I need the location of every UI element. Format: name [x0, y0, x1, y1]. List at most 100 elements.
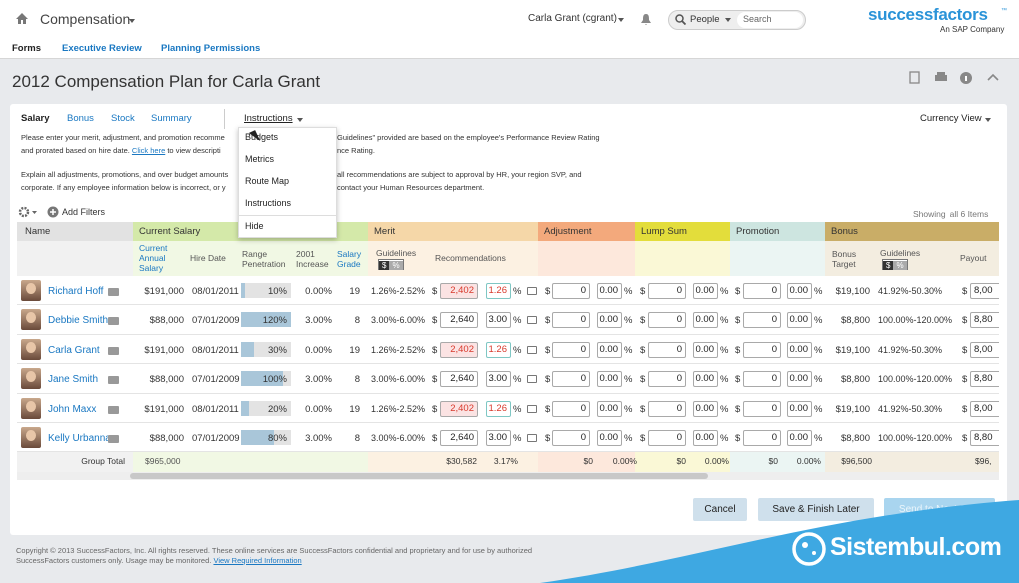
input[interactable]: 8,80	[970, 430, 999, 446]
input[interactable]: 0	[743, 283, 781, 299]
input[interactable]: 0.00	[693, 371, 718, 388]
input[interactable]: 2,640	[440, 430, 478, 446]
input[interactable]: 0.00	[787, 312, 812, 329]
input[interactable]: 0.00	[787, 400, 812, 417]
card-icon[interactable]	[108, 376, 119, 385]
comment-icon[interactable]	[527, 316, 537, 325]
employee-name[interactable]: Richard Hoff	[48, 286, 104, 297]
employee-name[interactable]: Jane Smith	[48, 374, 99, 386]
input[interactable]: 0.00	[693, 430, 718, 446]
page-icons[interactable]	[906, 70, 1001, 86]
search-placeholder[interactable]: Search	[743, 14, 772, 24]
menu-item[interactable]: Hide	[245, 221, 264, 231]
card-icon[interactable]	[108, 288, 119, 296]
input[interactable]: 0	[648, 341, 686, 358]
nav-link[interactable]: Forms	[12, 43, 42, 54]
search-scope[interactable]: People	[690, 14, 720, 25]
tab[interactable]: Bonus	[67, 113, 94, 124]
tab[interactable]: Salary	[21, 113, 50, 124]
input[interactable]: 0	[552, 341, 590, 358]
card-icon[interactable]	[108, 405, 119, 414]
input[interactable]: 2,402	[440, 283, 478, 299]
input[interactable]: 0.00	[787, 371, 812, 388]
input[interactable]: 3.00	[486, 430, 511, 446]
input[interactable]: 0	[648, 430, 686, 446]
input[interactable]: 1.26	[486, 400, 511, 417]
input[interactable]: 0	[648, 400, 686, 417]
button[interactable]: Cancel	[693, 498, 747, 521]
input[interactable]: 0	[552, 400, 590, 417]
currency-view[interactable]: Currency View	[920, 113, 982, 124]
input[interactable]: 0.00	[693, 283, 718, 299]
input[interactable]: 0	[743, 341, 781, 358]
employee-name[interactable]: Debbie Smith	[48, 315, 109, 327]
comment-icon[interactable]	[527, 287, 537, 295]
input[interactable]: 0.00	[787, 341, 812, 358]
input[interactable]: 1.26	[486, 341, 511, 358]
card-icon[interactable]	[108, 317, 119, 326]
input[interactable]: 0.00	[597, 371, 622, 388]
currency-toggle[interactable]: $%	[882, 259, 908, 270]
input[interactable]: 0	[552, 283, 590, 299]
input[interactable]: 3.00	[486, 371, 511, 388]
input[interactable]: 0	[743, 371, 781, 388]
input[interactable]: 0.00	[787, 283, 812, 299]
home-icon[interactable]	[16, 13, 28, 24]
input[interactable]: 8,00	[970, 283, 999, 299]
input[interactable]: 0	[743, 430, 781, 446]
comment-icon[interactable]	[527, 434, 537, 442]
card-icon[interactable]	[108, 435, 119, 443]
input[interactable]: 1.26	[486, 283, 511, 299]
button[interactable]: Save & Finish Later	[758, 498, 874, 521]
nav-link[interactable]: Planning Permissions	[161, 43, 261, 54]
tab[interactable]: Summary	[151, 113, 192, 124]
currency-toggle[interactable]: $%	[378, 259, 404, 270]
input[interactable]: 0	[552, 312, 590, 329]
input[interactable]: 0.00	[597, 312, 622, 329]
instructions-menu[interactable]: Instructions	[244, 113, 293, 124]
comment-icon[interactable]	[527, 375, 537, 384]
input[interactable]: 2,640	[440, 312, 478, 329]
input[interactable]: 8,80	[970, 371, 999, 388]
menu-item[interactable]: Budgets	[245, 132, 279, 142]
bell-icon[interactable]	[641, 14, 651, 25]
input[interactable]: 0	[648, 371, 686, 388]
comment-icon[interactable]	[527, 404, 537, 413]
input[interactable]: 0.00	[693, 312, 718, 329]
input[interactable]: 8,00	[970, 400, 999, 417]
input[interactable]: 0	[552, 371, 590, 388]
card-icon[interactable]	[108, 346, 119, 355]
input[interactable]: 0	[743, 400, 781, 417]
input[interactable]: 0	[552, 430, 590, 446]
input[interactable]: 0.00	[597, 430, 622, 446]
menu-item[interactable]: Metrics	[245, 154, 274, 164]
input[interactable]: 2,402	[440, 341, 478, 358]
input[interactable]: 2,640	[440, 371, 478, 388]
footer-link[interactable]: View Required Information	[213, 556, 302, 565]
scroll-thumb[interactable]	[130, 473, 708, 479]
menu-item[interactable]: Route Map	[245, 176, 290, 186]
tab[interactable]: Stock	[111, 113, 135, 124]
search-field[interactable]	[737, 12, 803, 28]
input[interactable]: 0.00	[787, 430, 812, 446]
menu-item[interactable]: Instructions	[245, 198, 292, 208]
input[interactable]: 2,402	[440, 400, 478, 417]
add-filter-icon[interactable]	[47, 206, 59, 218]
input[interactable]: 0	[648, 312, 686, 329]
input[interactable]: 8,00	[970, 341, 999, 358]
gear-icon[interactable]	[18, 206, 38, 218]
input[interactable]: 0.00	[693, 341, 718, 358]
comment-icon[interactable]	[527, 345, 537, 354]
input[interactable]: 0.00	[597, 400, 622, 417]
input[interactable]: 0.00	[693, 400, 718, 417]
input[interactable]: 8,80	[970, 312, 999, 329]
input[interactable]: 0.00	[597, 283, 622, 299]
input[interactable]: 0	[648, 283, 686, 299]
intro-link[interactable]: Click here	[131, 146, 166, 155]
input[interactable]: 0.00	[597, 341, 622, 358]
employee-name[interactable]: John Maxx	[48, 403, 97, 415]
input[interactable]: 0	[743, 312, 781, 329]
employee-name[interactable]: Carla Grant	[48, 344, 100, 356]
app-title[interactable]: Compensation	[40, 11, 131, 27]
user-menu[interactable]: Carla Grant (cgrant)	[528, 13, 617, 24]
